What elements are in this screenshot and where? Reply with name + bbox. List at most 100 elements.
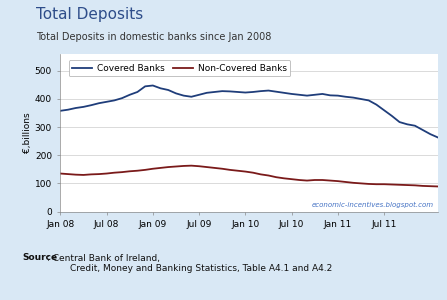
Non-Covered Banks (89, 172, 94, 176)
Non-Covered Banks (189, 164, 194, 167)
Covered Banks (204, 91, 210, 94)
Non-Covered Banks (58, 172, 63, 175)
Non-Covered Banks (250, 171, 256, 175)
Covered Banks (358, 97, 364, 101)
Covered Banks (196, 93, 202, 97)
Covered Banks (135, 90, 140, 94)
Non-Covered Banks (165, 165, 171, 169)
Non-Covered Banks (81, 173, 86, 177)
Covered Banks (58, 109, 63, 112)
Non-Covered Banks (150, 167, 156, 170)
Text: Total Deposits: Total Deposits (36, 8, 143, 22)
Covered Banks (428, 132, 433, 136)
Text: : Central Bank of Ireland,
        Credit, Money and Banking Statistics, Table A: : Central Bank of Ireland, Credit, Money… (47, 254, 332, 273)
Covered Banks (150, 84, 156, 87)
Non-Covered Banks (104, 172, 109, 175)
Non-Covered Banks (374, 182, 379, 186)
Covered Banks (343, 95, 348, 98)
Non-Covered Banks (397, 183, 402, 187)
Non-Covered Banks (196, 164, 202, 168)
Covered Banks (312, 93, 317, 97)
Text: Total Deposits in domestic banks since Jan 2008: Total Deposits in domestic banks since J… (36, 32, 271, 41)
Covered Banks (350, 96, 356, 99)
Non-Covered Banks (119, 170, 125, 174)
Covered Banks (227, 90, 232, 93)
Non-Covered Banks (312, 178, 317, 182)
Covered Banks (219, 89, 225, 93)
Covered Banks (127, 93, 132, 97)
Non-Covered Banks (96, 172, 101, 176)
Line: Covered Banks: Covered Banks (60, 85, 438, 137)
Non-Covered Banks (65, 172, 71, 176)
Non-Covered Banks (235, 169, 240, 172)
Covered Banks (366, 99, 371, 102)
Covered Banks (320, 92, 325, 96)
Non-Covered Banks (343, 180, 348, 184)
Non-Covered Banks (289, 177, 294, 181)
Covered Banks (274, 90, 279, 94)
Non-Covered Banks (204, 165, 210, 169)
Covered Banks (73, 106, 78, 110)
Non-Covered Banks (135, 169, 140, 172)
Y-axis label: €,billions: €,billions (23, 112, 32, 153)
Non-Covered Banks (73, 173, 78, 176)
Covered Banks (250, 90, 256, 94)
Covered Banks (235, 90, 240, 94)
Non-Covered Banks (412, 184, 417, 187)
Covered Banks (374, 103, 379, 106)
Non-Covered Banks (181, 164, 186, 168)
Covered Banks (289, 92, 294, 96)
Covered Banks (412, 124, 417, 128)
Non-Covered Banks (212, 166, 217, 170)
Covered Banks (65, 108, 71, 112)
Covered Banks (304, 94, 310, 98)
Covered Banks (281, 91, 287, 94)
Legend: Covered Banks, Non-Covered Banks: Covered Banks, Non-Covered Banks (69, 60, 291, 76)
Covered Banks (173, 92, 179, 95)
Covered Banks (420, 128, 426, 132)
Covered Banks (266, 89, 271, 92)
Non-Covered Banks (350, 181, 356, 184)
Covered Banks (112, 99, 117, 102)
Covered Banks (328, 94, 333, 97)
Covered Banks (297, 93, 302, 97)
Non-Covered Banks (428, 184, 433, 188)
Non-Covered Banks (297, 178, 302, 182)
Covered Banks (158, 86, 163, 90)
Covered Banks (381, 108, 387, 112)
Covered Banks (258, 89, 263, 93)
Non-Covered Banks (335, 179, 341, 183)
Covered Banks (96, 101, 101, 105)
Covered Banks (165, 88, 171, 92)
Non-Covered Banks (173, 165, 179, 168)
Non-Covered Banks (227, 168, 232, 172)
Non-Covered Banks (420, 184, 426, 188)
Covered Banks (243, 91, 248, 94)
Non-Covered Banks (143, 168, 148, 172)
Covered Banks (143, 85, 148, 88)
Covered Banks (335, 94, 341, 98)
Covered Banks (81, 105, 86, 109)
Non-Covered Banks (219, 167, 225, 170)
Non-Covered Banks (281, 176, 287, 180)
Covered Banks (389, 114, 395, 118)
Non-Covered Banks (258, 172, 263, 176)
Covered Banks (89, 103, 94, 107)
Non-Covered Banks (112, 171, 117, 175)
Covered Banks (181, 94, 186, 98)
Covered Banks (397, 120, 402, 124)
Non-Covered Banks (405, 183, 410, 187)
Non-Covered Banks (158, 166, 163, 170)
Covered Banks (104, 100, 109, 103)
Text: economic-incentives.blogspot.com: economic-incentives.blogspot.com (312, 202, 434, 208)
Non-Covered Banks (389, 183, 395, 186)
Non-Covered Banks (328, 179, 333, 182)
Covered Banks (405, 122, 410, 126)
Covered Banks (435, 136, 441, 139)
Covered Banks (119, 96, 125, 100)
Covered Banks (189, 95, 194, 98)
Text: Source: Source (22, 254, 58, 262)
Non-Covered Banks (266, 174, 271, 177)
Covered Banks (212, 90, 217, 94)
Non-Covered Banks (358, 182, 364, 185)
